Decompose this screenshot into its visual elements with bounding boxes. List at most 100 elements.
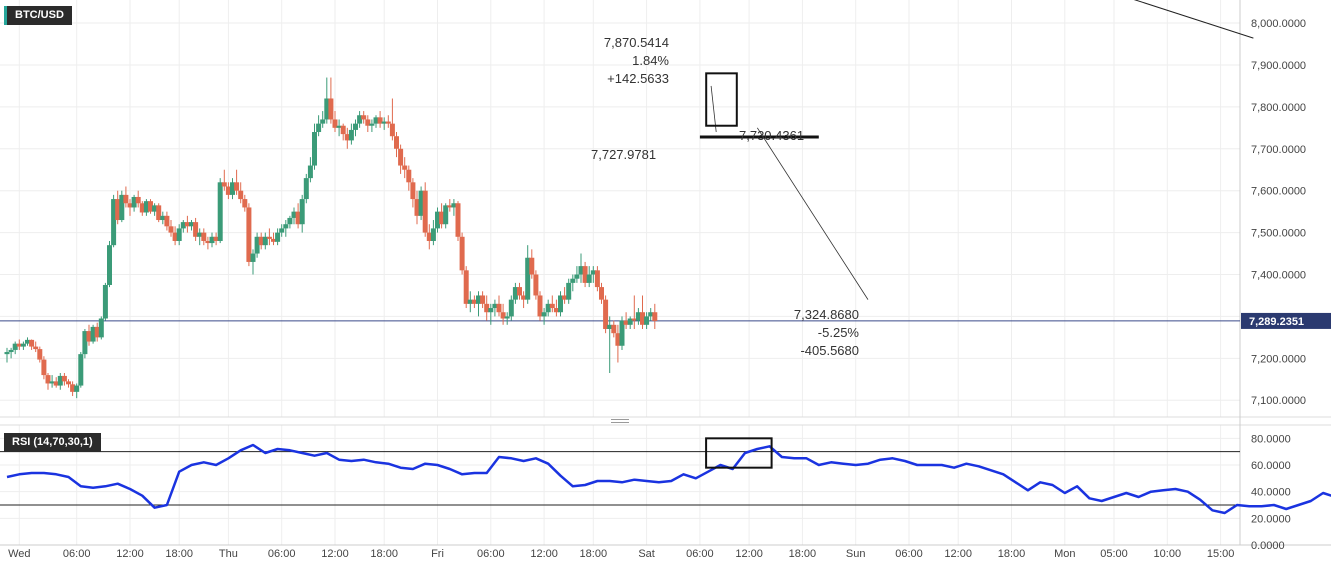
time-tick-label: Fri [431,548,444,560]
candle-body [74,385,80,392]
symbol-label[interactable]: BTC/USD [4,6,72,25]
time-tick-label: 06:00 [63,548,91,560]
candle-body [29,339,35,347]
candle-body [258,236,264,246]
candle-body [102,284,108,319]
candle-body [25,339,30,344]
candle-body [61,375,67,382]
candle-body [33,346,39,350]
candle-body [279,228,285,233]
candle-body [98,318,104,338]
candle-body [176,228,182,241]
candle-body [172,232,178,241]
rsi-tick-label: 0.0000 [1251,540,1285,552]
time-tick-label: 12:00 [735,548,763,560]
candle-body [410,182,416,200]
candle-body [180,222,186,229]
candle-body [287,217,293,225]
candle-body [517,287,522,296]
candle-body [451,203,457,208]
candle-body [254,236,260,254]
candle-body [529,257,535,275]
candle-body [492,303,498,309]
price-tick-label: 7,200.0000 [1251,353,1306,365]
candle-body [78,354,84,386]
candle-body [209,236,215,244]
candle-body [615,333,621,346]
candle-body [312,132,317,166]
rsi-tick-label: 40.0000 [1251,487,1291,499]
candle-body [127,203,133,208]
candle-body [381,121,387,124]
candle-body [635,312,641,321]
time-tick-label: 06:00 [895,548,923,560]
candle-body [148,201,153,212]
measure-line-down [756,127,869,300]
measure-annotation: 7,324.8680 [794,307,859,322]
candle-body [590,270,596,275]
rsi-tick-label: 60.0000 [1251,460,1291,472]
candle-body [385,121,391,124]
candle-body [574,274,580,279]
candle-body [521,295,527,300]
candle-body [344,134,350,141]
candle-body [500,312,506,319]
price-tick-label: 7,600.0000 [1251,186,1306,198]
candle-body [389,123,395,137]
time-tick-label: 10:00 [1154,548,1182,560]
candle-body [504,316,510,319]
candle-body [143,201,149,213]
candle-body [406,169,412,183]
candle-body [139,203,145,213]
candle-body [533,274,539,296]
time-tick-label: Thu [219,548,238,560]
price-tick-label: 7,100.0000 [1251,395,1306,407]
candle-body [90,326,96,342]
price-tick-label: 7,500.0000 [1251,228,1306,240]
time-tick-label: 15:00 [1207,548,1235,560]
candle-body [541,312,547,317]
candle-body [332,119,338,128]
time-tick-label: 18:00 [789,548,817,560]
time-tick-label: 06:00 [477,548,505,560]
candle-body [455,203,461,237]
price-tick-label: 7,800.0000 [1251,102,1306,114]
candle-body [250,253,256,262]
candle-body [369,123,375,126]
candle-body [627,318,633,325]
candle-body [94,326,100,338]
candle-body [316,123,322,133]
time-tick-label: Sun [846,548,866,560]
time-tick-label: Mon [1054,548,1075,560]
candle-body [82,331,88,355]
candle-body [348,129,354,141]
candle-body [512,287,518,300]
candle-body [426,232,432,241]
candle-body [193,222,199,237]
candle-body [70,384,76,392]
candle-body [373,117,379,124]
candle-body [189,222,194,227]
candle-body [488,308,494,313]
time-tick-label: 18:00 [580,548,608,560]
candle-body [217,182,223,241]
candle-body [402,165,408,170]
candle-body [307,165,313,179]
candle-body [631,318,637,321]
last-price-tag [1241,312,1331,329]
price-pane [0,0,1240,417]
time-tick-label: 12:00 [116,548,144,560]
rsi-indicator-label[interactable]: RSI (14,70,30,1) [4,433,101,452]
time-tick-label: 06:00 [686,548,714,560]
price-tick-label: 8,000.0000 [1251,18,1306,30]
candle-body [340,125,346,135]
candle-body [184,222,190,227]
candle-body [230,182,235,195]
candle-body [20,343,26,347]
candle-body [594,270,600,288]
measure-annotation: 1.84% [632,53,669,68]
candle-body [37,349,43,360]
measure-annotation: 7,870.5414 [604,35,669,50]
candle-body [398,148,404,166]
